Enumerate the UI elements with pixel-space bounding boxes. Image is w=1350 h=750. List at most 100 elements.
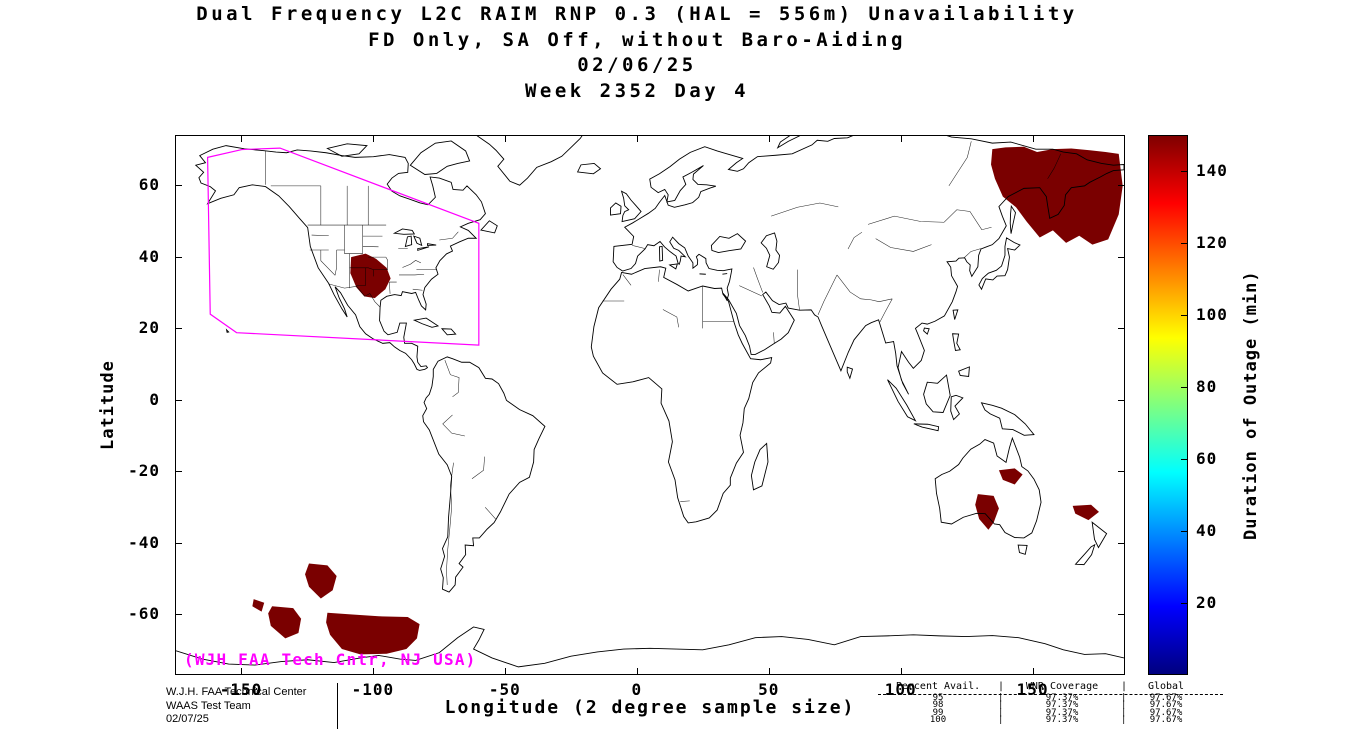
border-asia xyxy=(739,203,991,344)
border-south-america xyxy=(443,360,496,585)
colorbar-tick-label: 40 xyxy=(1196,521,1218,540)
outage-region-us-southwest xyxy=(350,253,391,299)
y-tick-mark xyxy=(176,256,182,258)
x-tick-label: -150 xyxy=(219,680,263,699)
stats-wnr-coverage-value: 97.37% xyxy=(1045,693,1079,703)
y-tick-label: 40 xyxy=(138,246,160,266)
x-tick-mark xyxy=(372,668,374,674)
colorbar-tick-mark xyxy=(1181,387,1187,388)
stats-wnr-coverage-value: 97.37% xyxy=(1045,700,1079,711)
colorbar-tick-label: 140 xyxy=(1196,161,1228,180)
footer-divider xyxy=(337,683,338,729)
stats-row: 100 | 97.37% | 97.67% xyxy=(878,715,1223,726)
y-tick-label: -20 xyxy=(128,461,160,481)
stats-header-row: Percent Avail. | WNR Coverage | Global xyxy=(878,681,1223,695)
stats-separator: | xyxy=(998,715,1004,726)
world-map-svg xyxy=(176,136,1124,674)
y-tick-mark xyxy=(176,471,182,473)
y-tick-mark xyxy=(1118,471,1124,473)
coastline-greenland xyxy=(475,136,587,185)
y-tick-label: 60 xyxy=(138,175,160,195)
coastline-hainan xyxy=(924,328,930,334)
stats-row: 99 | 97.37% | 97.67% xyxy=(878,707,1223,718)
colorbar-gradient xyxy=(1149,136,1187,674)
colorbar-tick-mark xyxy=(1181,171,1187,172)
y-tick-mark xyxy=(1118,256,1124,258)
stats-row: 98 | 97.37% | 97.67% xyxy=(878,700,1223,711)
y-tick-mark xyxy=(1118,399,1124,401)
coastline-new-guinea xyxy=(982,403,1034,435)
stats-separator: | xyxy=(1121,707,1127,718)
x-tick-label: 50 xyxy=(758,680,780,699)
x-tick-mark xyxy=(504,136,506,142)
coastline-sri-lanka xyxy=(847,367,852,378)
colorbar-tick-label: 100 xyxy=(1196,305,1228,324)
x-tick-mark xyxy=(372,136,374,142)
title-line-3: 02/06/25 xyxy=(577,54,697,76)
outage-regions-layer xyxy=(252,146,1123,655)
stats-separator: | xyxy=(1121,715,1127,726)
y-tick-mark xyxy=(1118,328,1124,330)
coastline-baffin-island xyxy=(410,141,469,174)
outage-region-south-pacific-2 xyxy=(252,599,265,612)
coastline-nz-south-island xyxy=(1076,545,1095,565)
stats-global-coverage-value: 97.67% xyxy=(1149,700,1183,711)
coastline-sicily xyxy=(670,264,678,269)
coastline-sulawesi xyxy=(951,395,963,419)
x-axis-label: Longitude (2 degree sample size) xyxy=(444,697,856,718)
outage-region-south-pacific-3 xyxy=(268,606,302,639)
outage-region-tasman-sea xyxy=(1072,504,1099,521)
colorbar-tick-label: 120 xyxy=(1196,233,1228,252)
y-tick-mark xyxy=(1118,185,1124,187)
border-canada-provinces xyxy=(266,151,369,225)
outage-region-south-pacific-1 xyxy=(305,563,337,599)
coastline-japan xyxy=(979,238,1020,289)
coastline-black-sea xyxy=(711,234,745,253)
title-line-2: FD Only, SA Off, without Baro-Aiding xyxy=(368,28,906,51)
coastline-tasmania xyxy=(1018,545,1027,554)
footer-org-block: W.J.H. FAA Technical Center WAAS Test Te… xyxy=(166,686,306,727)
y-tick-label: 20 xyxy=(138,318,160,338)
outage-region-australia-north xyxy=(998,468,1023,485)
coastline-sardinia-corsica xyxy=(659,246,662,261)
stats-table: Percent Avail. | WNR Coverage | Global 9… xyxy=(878,681,1223,725)
coastline-britain xyxy=(622,191,641,221)
coastline-nz-north-island xyxy=(1092,522,1106,547)
colorbar-tick-label: 20 xyxy=(1196,593,1218,612)
stats-percent-avail-value: 100 xyxy=(929,715,947,726)
colorbar-tick-mark xyxy=(1181,315,1187,316)
coastline-cuba xyxy=(414,318,438,327)
stats-wnr-coverage-value: 97.37% xyxy=(1045,707,1079,718)
coastline-luzon xyxy=(953,334,961,351)
x-tick-mark xyxy=(1032,136,1034,142)
stats-separator: | xyxy=(1121,693,1127,703)
y-tick-label: 0 xyxy=(149,389,160,409)
coastline-hawaii xyxy=(227,330,229,332)
x-tick-label: -100 xyxy=(351,680,395,699)
coastline-cyprus xyxy=(722,274,727,275)
waas-coverage-boundary xyxy=(208,148,479,345)
title-line-4: Week 2352 Day 4 xyxy=(524,79,750,102)
stats-rows: 95 | 97.37% | 97.67% 98 | 97.37% | 97.67% 99 | 97.37… xyxy=(878,693,1223,726)
stats-percent-avail-value: 99 xyxy=(932,707,944,718)
footer-org-line-1: W.J.H. FAA Technical Center xyxy=(166,686,307,698)
siberia-rivers xyxy=(949,141,1061,186)
y-tick-mark xyxy=(176,328,182,330)
stats-percent-avail-value: 98 xyxy=(932,700,944,711)
coastline-lake-erie-ontario xyxy=(418,244,436,251)
coastline-java xyxy=(914,424,939,431)
coastline-lake-michigan-huron xyxy=(405,236,421,246)
x-tick-mark xyxy=(504,668,506,674)
coastline-eurasia xyxy=(613,136,1124,394)
stats-global-coverage-value: 97.67% xyxy=(1149,707,1183,718)
colorbar-label: Duration of Outage (min) xyxy=(1241,270,1261,540)
y-tick-mark xyxy=(176,542,182,544)
waas-boundary-layer xyxy=(208,148,479,345)
x-tick-mark xyxy=(768,668,770,674)
x-tick-mark xyxy=(900,668,902,674)
y-tick-label: -40 xyxy=(128,532,160,552)
colorbar-tick-label: 80 xyxy=(1196,377,1218,396)
x-tick-mark xyxy=(768,136,770,142)
stats-separator: | xyxy=(1121,700,1127,711)
